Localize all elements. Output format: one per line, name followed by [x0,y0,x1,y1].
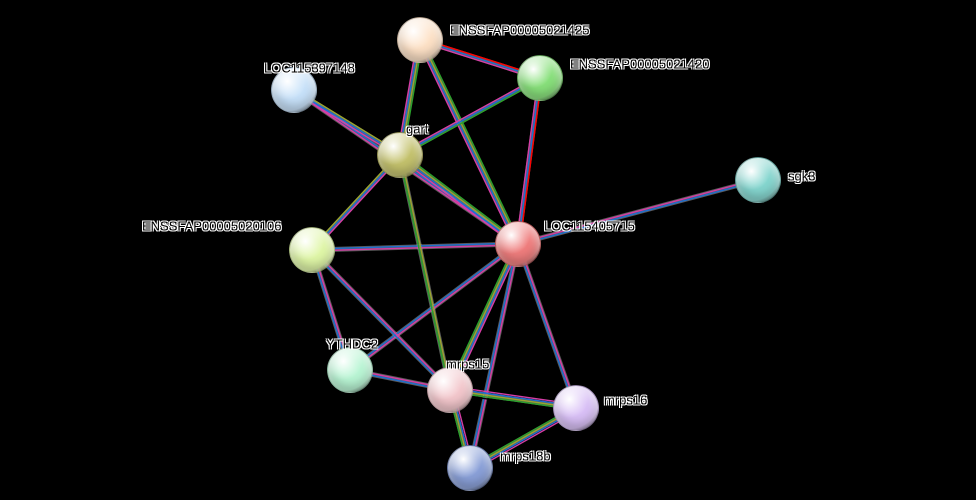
node-label: LOC115397148 [264,61,355,76]
edge-line [519,244,577,408]
edge-line [420,40,518,244]
node-n6[interactable] [495,221,541,267]
node-n9[interactable] [553,385,599,431]
edge-line [518,244,576,408]
node-label: sgk3 [788,169,815,184]
node-n4[interactable] [735,157,781,203]
node-label: ENSSFAP00005021420 [570,57,710,72]
edge-layer [0,0,976,500]
node-n3[interactable] [377,132,423,178]
node-label: ENSSFAP00005020106 [142,219,282,234]
node-label: YTHDC2 [326,337,378,352]
node-label: mrps15 [446,357,489,372]
node-label: mrps18b [500,449,551,464]
node-n0[interactable] [397,17,443,63]
node-label: ENSSFAP00005021425 [450,23,590,38]
edge-line [419,40,517,244]
edge-line [518,78,540,244]
node-n7[interactable] [327,347,373,393]
edge-line [312,244,518,250]
edge-line [516,78,538,244]
edge-line [518,181,758,245]
edge-line [518,180,758,244]
node-n2[interactable] [517,55,563,101]
node-n8[interactable] [427,367,473,413]
node-n5[interactable] [289,227,335,273]
edge-line [418,41,516,245]
edge-line [518,179,758,243]
node-n10[interactable] [447,445,493,491]
network-canvas: ENSSFAP00005021425 LOC115397148 ENSSFAP000… [0,0,976,500]
node-label: mrps16 [604,393,647,408]
node-label: LOC115405715 [544,219,635,234]
node-label: gart [406,122,428,137]
edge-line [517,244,575,408]
edge-line [520,78,542,244]
